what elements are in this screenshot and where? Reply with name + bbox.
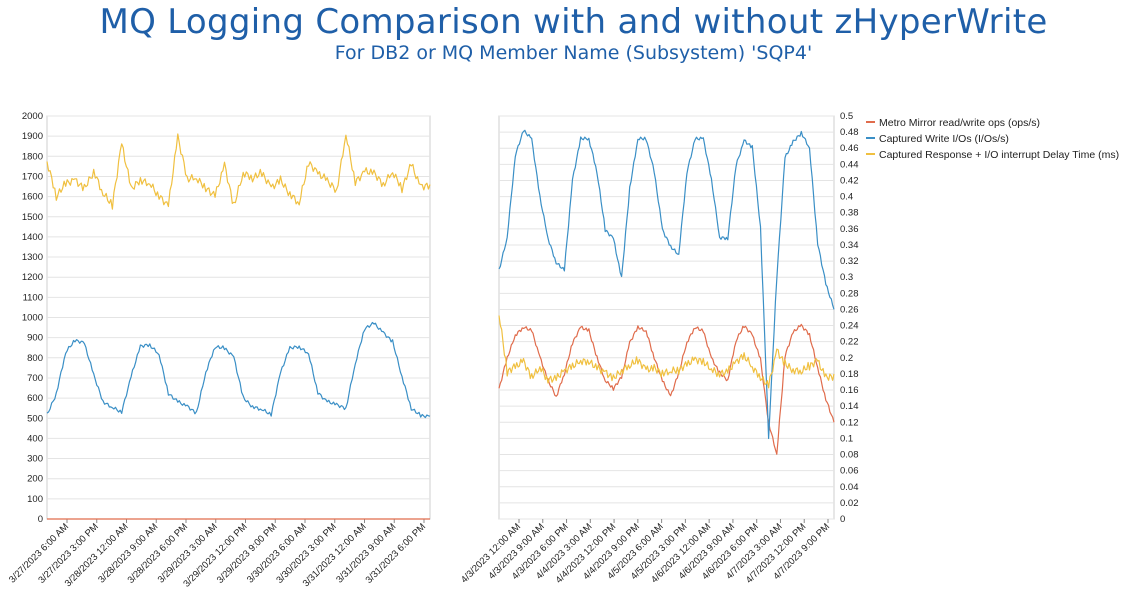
left-y-tick-label: 1700 bbox=[22, 171, 43, 182]
chart-legend: Metro Mirror read/write ops (ops/s) Captu… bbox=[866, 117, 1119, 161]
page-title: MQ Logging Comparison with and without z… bbox=[99, 2, 1048, 42]
right-y-tick-label: 0.08 bbox=[840, 450, 859, 461]
left-y-tick-label: 1300 bbox=[22, 252, 43, 263]
right-y-tick-label: 0.34 bbox=[840, 240, 859, 251]
left-y-tick-label: 700 bbox=[27, 373, 43, 384]
left-y-tick-label: 200 bbox=[27, 474, 43, 485]
right-chart: 0 0.02 0.04 0.06 0.08 0.1 0.12 0.14 0.16 0.18 0.2 0… bbox=[459, 111, 859, 586]
left-y-tick-label: 300 bbox=[27, 454, 43, 465]
right-y-tick-label: 0.5 bbox=[840, 111, 853, 122]
left-y-tick-label: 1000 bbox=[22, 313, 43, 324]
right-y-tick-label: 0.1 bbox=[840, 433, 853, 444]
left-y-tick-label: 400 bbox=[27, 433, 43, 444]
left-y-tick-label: 600 bbox=[27, 393, 43, 404]
right-series-line-1 bbox=[498, 323, 835, 455]
right-y-tick-label: 0.38 bbox=[840, 208, 859, 219]
page-subtitle: For DB2 or MQ Member Name (Subsystem) 'S… bbox=[334, 42, 813, 64]
right-y-tick-label: 0.24 bbox=[840, 321, 859, 332]
right-y-tick-label: 0.22 bbox=[840, 337, 859, 348]
left-y-tick-label: 1600 bbox=[22, 192, 43, 203]
right-y-tick-label: 0.46 bbox=[840, 143, 859, 154]
right-y-tick-label: 0.06 bbox=[840, 466, 859, 477]
legend-label: Captured Response + I/O interrupt Delay … bbox=[879, 149, 1119, 161]
legend-label: Metro Mirror read/write ops (ops/s) bbox=[879, 117, 1040, 129]
right-y-tick-label: 0.4 bbox=[840, 192, 853, 203]
right-series-line-2 bbox=[498, 129, 835, 440]
left-y-tick-label: 500 bbox=[27, 413, 43, 424]
right-y-tick-label: 0.42 bbox=[840, 175, 859, 186]
right-y-tick-label: 0.3 bbox=[840, 272, 853, 283]
left-y-tick-label: 2000 bbox=[22, 111, 43, 122]
right-y-tick-label: 0.16 bbox=[840, 385, 859, 396]
right-y-tick-label: 0.44 bbox=[840, 159, 859, 170]
left-y-tick-label: 1200 bbox=[22, 272, 43, 283]
right-y-tick-label: 0.32 bbox=[840, 256, 859, 267]
right-y-tick-label: 0.14 bbox=[840, 401, 859, 412]
right-y-tick-label: 0.12 bbox=[840, 417, 859, 428]
left-y-tick-label: 1100 bbox=[23, 292, 43, 303]
right-series-line-3 bbox=[498, 315, 835, 389]
left-y-tick-label: 800 bbox=[27, 353, 43, 364]
right-y-tick-label: 0.26 bbox=[840, 304, 859, 315]
left-y-tick-label: 1400 bbox=[22, 232, 43, 243]
right-y-tick-label: 0.18 bbox=[840, 369, 859, 380]
left-y-tick-label: 1500 bbox=[22, 212, 43, 223]
right-y-tick-label: 0.36 bbox=[840, 224, 859, 235]
left-chart: 0 100 200 300 400 500 600 700 800 900 1000 1100 1200… bbox=[7, 111, 431, 590]
right-y-tick-label: 0.02 bbox=[840, 498, 859, 509]
right-y-tick-label: 0 bbox=[840, 514, 845, 525]
left-y-tick-label: 1900 bbox=[22, 131, 43, 142]
right-y-tick-label: 0.2 bbox=[840, 353, 853, 364]
right-plot-area bbox=[498, 115, 835, 520]
left-series-line-3 bbox=[46, 133, 431, 210]
right-y-tick-label: 0.04 bbox=[840, 482, 859, 493]
left-y-tick-label: 900 bbox=[27, 333, 43, 344]
left-y-tick-label: 100 bbox=[27, 494, 43, 505]
right-y-tick-label: 0.48 bbox=[840, 127, 859, 138]
left-y-tick-label: 0 bbox=[38, 514, 43, 525]
legend-label: Captured Write I/Os (I/Os/s) bbox=[879, 133, 1009, 145]
left-series-line-2 bbox=[46, 321, 431, 419]
left-y-tick-label: 1800 bbox=[22, 151, 43, 162]
right-y-tick-label: 0.28 bbox=[840, 288, 859, 299]
